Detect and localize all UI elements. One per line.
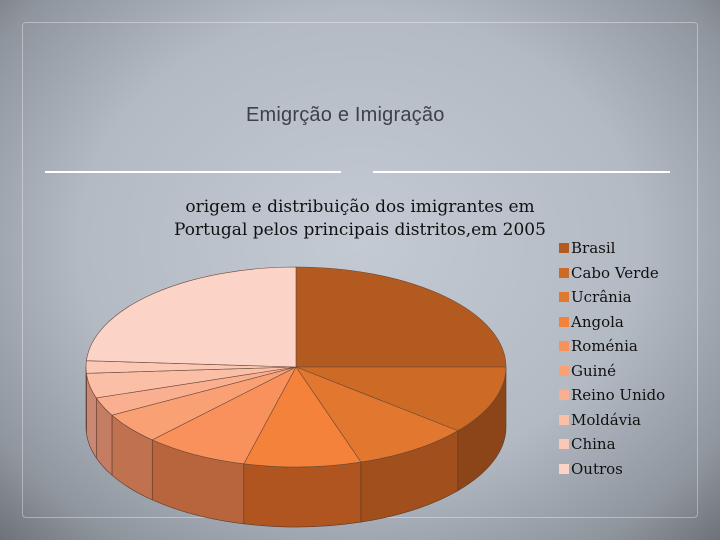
slide-title: Emigrção e Imigração bbox=[246, 104, 445, 126]
legend-label: Guiné bbox=[571, 361, 616, 380]
legend-item: Moldávia bbox=[559, 408, 665, 433]
chart-title: origem e distribuição dos imigrantes em … bbox=[120, 196, 600, 242]
legend-swatch bbox=[559, 439, 569, 450]
legend-swatch bbox=[559, 341, 569, 352]
legend-item: Guiné bbox=[559, 359, 665, 384]
chart-title-line-2: Portugal pelos principais distritos,em 2… bbox=[174, 220, 546, 240]
legend-swatch bbox=[559, 390, 569, 401]
legend-label: Moldávia bbox=[571, 410, 641, 429]
legend-label: Brasil bbox=[571, 239, 616, 258]
legend-label: China bbox=[571, 435, 616, 454]
chart-legend: Brasil Cabo Verde Ucrânia Angola Roménia Guin… bbox=[559, 236, 665, 481]
pie-slice-brasil bbox=[295, 266, 507, 368]
divider-right bbox=[373, 171, 670, 173]
legend-item: Ucrânia bbox=[559, 285, 665, 310]
legend-item: Angola bbox=[559, 310, 665, 335]
legend-item: Brasil bbox=[559, 236, 665, 261]
legend-label: Outros bbox=[571, 459, 623, 478]
legend-item: Outros bbox=[559, 457, 665, 482]
legend-label: Reino Unido bbox=[571, 386, 666, 405]
legend-label: Ucrânia bbox=[571, 288, 632, 307]
legend-swatch bbox=[559, 243, 569, 254]
legend-swatch bbox=[559, 292, 569, 303]
legend-label: Cabo Verde bbox=[571, 263, 659, 282]
legend-swatch bbox=[559, 414, 569, 425]
legend-label: Roménia bbox=[571, 337, 638, 356]
divider-left bbox=[45, 171, 341, 173]
pie-side-angola bbox=[243, 461, 362, 528]
pie-slice-cabo-verde bbox=[295, 366, 507, 432]
legend-item: Cabo Verde bbox=[559, 261, 665, 286]
legend-swatch bbox=[559, 267, 569, 278]
legend-item: Roménia bbox=[559, 334, 665, 359]
chart-title-line-1: origem e distribuição dos imigrantes em bbox=[185, 197, 535, 217]
legend-swatch bbox=[559, 316, 569, 327]
pie-slice-roménia bbox=[151, 366, 297, 465]
pie-slice-outros bbox=[86, 266, 297, 368]
legend-item: China bbox=[559, 432, 665, 457]
legend-swatch bbox=[559, 463, 569, 474]
pie-top bbox=[85, 266, 507, 468]
pie-slice-angola bbox=[243, 366, 362, 468]
pie-slice-ucrânia bbox=[295, 366, 459, 463]
legend-item: Reino Unido bbox=[559, 383, 665, 408]
legend-label: Angola bbox=[571, 312, 624, 331]
legend-swatch bbox=[559, 365, 569, 376]
